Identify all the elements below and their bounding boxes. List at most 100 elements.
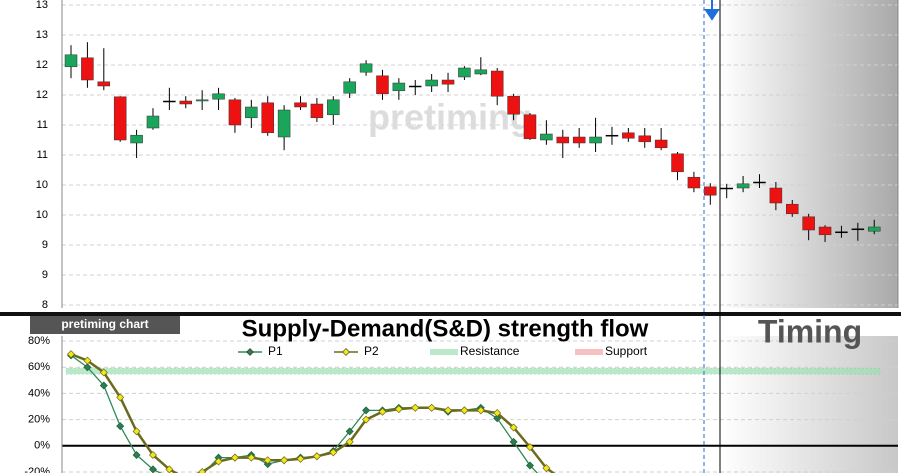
candle-body [343,81,356,94]
series-marker [345,427,354,436]
separator [0,312,901,316]
band [65,367,881,375]
y-tick-label: 60% [28,361,50,373]
candle-body [245,106,258,119]
legend-band [575,349,603,355]
badge: pretiming chart [61,317,148,331]
y-tick-label: 10 [36,209,48,221]
candle-body [392,82,406,92]
series-marker [99,381,108,390]
y-tick-label: 20% [28,414,50,426]
candle-body [818,226,832,236]
series-marker [526,443,534,452]
candle-body [736,183,750,189]
candle-body [589,136,602,144]
candle-body [228,99,242,126]
candle-body [409,85,422,88]
series-marker [116,422,125,431]
legend-label: Resistance [460,344,520,358]
candle-body [130,134,143,144]
y-tick-label: 80% [28,335,50,347]
candle-body [146,115,160,129]
candle-body [212,93,225,100]
legend-label: Support [605,344,648,358]
candle-body [605,134,619,137]
candle-body [802,216,815,231]
series-marker [427,403,436,412]
candle-body [523,114,537,140]
candle-body [638,135,651,143]
candle-body [851,228,865,231]
candle-body [556,136,570,144]
y-tick-label: 9 [42,269,48,281]
candle-body [441,79,455,85]
series-marker [132,427,141,436]
chart-title: Supply-Demand(S&D) strength flow [242,315,649,342]
series-marker [83,363,92,372]
y-tick-label: 12 [36,89,48,101]
watermark: pretiming [368,97,532,138]
candle-body [704,186,717,196]
candle-body [310,103,324,119]
series-marker [493,414,502,423]
candle-body [81,57,94,81]
series-marker [476,406,485,415]
candle-body [425,79,438,87]
y-tick-label: 11 [37,119,48,131]
series-marker [345,437,354,446]
candle-body [327,99,340,116]
candle-body [786,203,799,215]
legend-marker [342,348,350,356]
series-marker [362,406,371,415]
candle-body [458,67,471,78]
legend-label: P1 [268,344,283,358]
series-marker [67,350,76,359]
series-marker [509,437,518,446]
y-tick-label: 8 [42,299,48,311]
series-marker [247,453,256,462]
y-tick-label: 9 [42,239,48,251]
series-marker [312,452,321,461]
series-marker [493,409,502,418]
series-marker [116,393,125,402]
series-marker [99,368,108,377]
series-marker [444,406,453,415]
candle-body [540,133,553,141]
candle-body [671,153,684,173]
series-marker [263,456,272,465]
series-marker [132,450,141,459]
series-marker [230,453,239,462]
y-tick-label: -20% [24,466,50,473]
candle-body [654,139,668,149]
candle-body [359,63,373,73]
series-marker [214,457,223,466]
candle-body [507,95,520,115]
candle-body [97,81,111,87]
series-marker [329,448,338,457]
candle-body [572,136,586,144]
legend-label: P2 [364,344,379,358]
y-tick-label: 10 [36,179,48,191]
candle-body [195,99,209,102]
candle-body [769,187,783,204]
candle-body [474,69,488,75]
candle-body [113,96,127,141]
series-marker [509,423,518,432]
candle-body [64,54,78,68]
candle-body [179,100,193,105]
candle-body [376,75,389,95]
candle-body [687,176,701,189]
candle-body [867,226,881,232]
candle-body [294,102,307,108]
y-tick-label: 13 [36,0,48,11]
candle-body [277,109,291,138]
y-tick-label: 11 [37,149,48,161]
series-marker [394,405,403,414]
arrow [704,0,720,21]
candle-body [622,132,635,139]
plot-area [65,350,881,473]
y-tick-label: 12 [36,59,48,71]
candle-body [835,231,848,234]
series-marker [542,464,551,473]
